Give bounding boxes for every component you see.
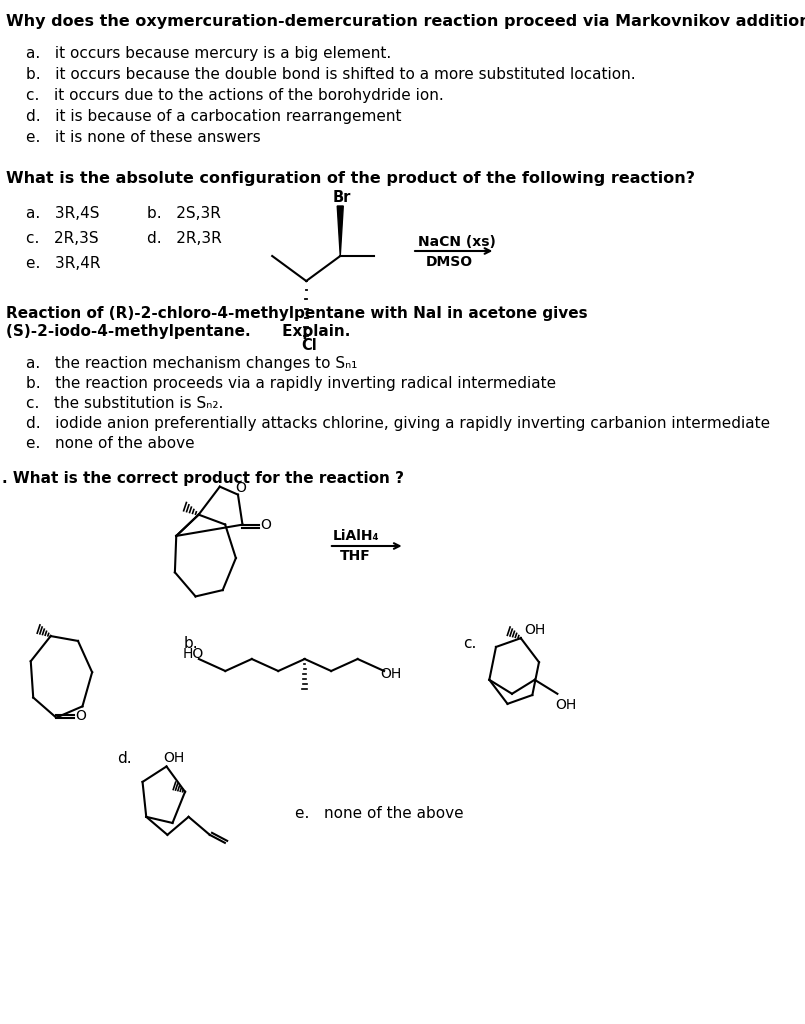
Text: c.   it occurs due to the actions of the borohydride ion.: c. it occurs due to the actions of the b… [27,88,444,103]
Text: . What is the correct product for the reaction ?: . What is the correct product for the re… [2,471,404,486]
Text: (S)-2-iodo-4-methylpentane.      Explain.: (S)-2-iodo-4-methylpentane. Explain. [6,324,350,339]
Text: c.   2R,3S: c. 2R,3S [27,231,99,246]
Text: OH: OH [163,752,184,766]
Text: Br: Br [332,190,351,205]
Polygon shape [337,206,343,256]
Text: e.   none of the above: e. none of the above [27,436,195,451]
Text: Why does the oxymercuration-demercuration reaction proceed via Markovnikov addit: Why does the oxymercuration-demercuratio… [6,14,805,29]
Text: LiAlH₄: LiAlH₄ [332,529,379,543]
Text: DMSO: DMSO [426,255,473,269]
Text: OH: OH [525,624,546,637]
Text: What is the absolute configuration of the product of the following reaction?: What is the absolute configuration of th… [6,171,695,186]
Text: d.: d. [118,751,132,766]
Text: a.   it occurs because mercury is a big element.: a. it occurs because mercury is a big el… [27,46,392,61]
Text: O: O [235,480,246,495]
Text: Reaction of (R)-2-chloro-4-methylpentane with NaI in acetone gives: Reaction of (R)-2-chloro-4-methylpentane… [6,306,588,321]
Text: b.   the reaction proceeds via a rapidly inverting radical intermediate: b. the reaction proceeds via a rapidly i… [27,376,556,391]
Text: OH: OH [555,697,576,712]
Text: e.   none of the above: e. none of the above [295,806,464,821]
Text: b.: b. [184,636,198,651]
Text: d.   2R,3R: d. 2R,3R [147,231,222,246]
Text: NaCN (xs): NaCN (xs) [418,234,496,249]
Text: e.   3R,4R: e. 3R,4R [27,256,101,271]
Text: b.   it occurs because the double bond is shifted to a more substituted location: b. it occurs because the double bond is … [27,67,636,82]
Text: O: O [75,709,86,723]
Text: c.: c. [464,636,477,651]
Text: HO: HO [182,647,204,662]
Text: c.   the substitution is Sₙ₂.: c. the substitution is Sₙ₂. [27,396,224,411]
Text: Cl: Cl [302,338,317,353]
Text: d.   it is because of a carbocation rearrangement: d. it is because of a carbocation rearra… [27,109,402,124]
Text: e.   it is none of these answers: e. it is none of these answers [27,130,261,145]
Text: d.   iodide anion preferentially attacks chlorine, giving a rapidly inverting ca: d. iodide anion preferentially attacks c… [27,416,770,431]
Text: OH: OH [380,667,402,681]
Text: b.   2S,3R: b. 2S,3R [147,206,221,221]
Text: THF: THF [341,549,371,563]
Text: a.   the reaction mechanism changes to Sₙ₁: a. the reaction mechanism changes to Sₙ₁ [27,356,358,371]
Text: O: O [260,518,270,531]
Text: a.   3R,4S: a. 3R,4S [27,206,100,221]
